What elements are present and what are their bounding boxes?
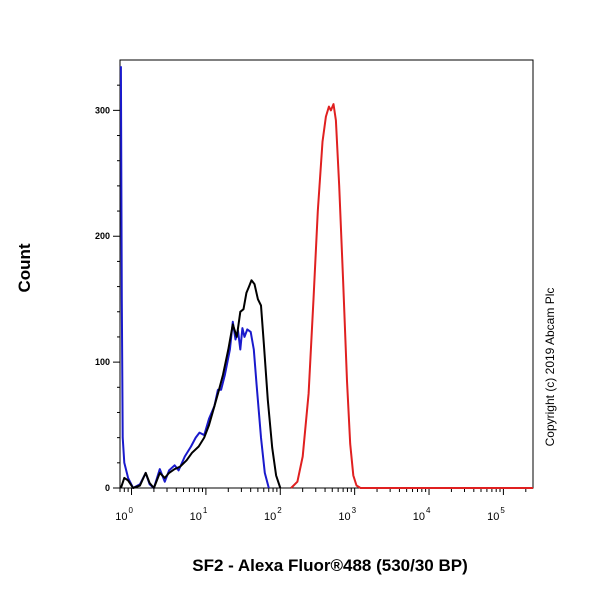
x-tick-label: 10 xyxy=(413,511,425,523)
y-tick-label: 200 xyxy=(95,231,110,241)
x-tick-exponent: 4 xyxy=(426,506,431,515)
series-line-1 xyxy=(119,66,270,489)
x-tick-label: 10 xyxy=(190,511,202,523)
series-line-2 xyxy=(119,279,282,489)
y-tick-label: 100 xyxy=(95,357,110,367)
x-tick-exponent: 3 xyxy=(352,506,357,515)
x-axis-label: SF2 - Alexa Fluor®488 (530/30 BP) xyxy=(192,556,468,575)
x-tick-exponent: 0 xyxy=(129,506,134,515)
y-axis-label: Count xyxy=(15,243,34,293)
y-axis-label-wrap: Count xyxy=(8,230,38,310)
x-tick-label: 10 xyxy=(338,511,350,523)
x-tick-label: 10 xyxy=(264,511,276,523)
y-tick-label: 300 xyxy=(95,105,110,115)
x-tick-exponent: 2 xyxy=(277,506,282,515)
x-tick-exponent: 1 xyxy=(203,506,208,515)
plot-frame xyxy=(119,59,534,489)
y-axis-ticks: 0 100 200 300 xyxy=(95,84,120,493)
x-tick-label: 10 xyxy=(115,511,127,523)
copyright-text: Copyright (c) 2019 Abcam Plc xyxy=(543,287,557,447)
x-tick-exponent: 5 xyxy=(500,506,505,515)
y-tick-label: 0 xyxy=(105,483,110,493)
series-layer xyxy=(119,66,533,489)
series-line-3 xyxy=(290,103,533,489)
x-tick-label: 10 xyxy=(487,511,499,523)
